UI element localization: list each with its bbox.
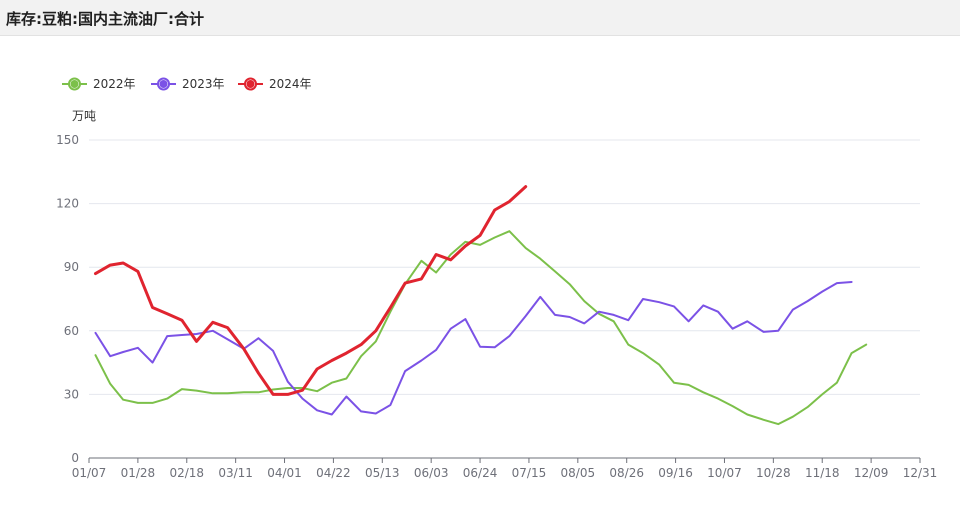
x-tick-label: 06/03 — [414, 466, 449, 480]
gridlines — [89, 139, 920, 395]
legend-label: 2024年 — [269, 77, 312, 91]
y-tick-label: 150 — [56, 133, 79, 147]
y-tick-label: 30 — [64, 387, 79, 401]
y-tick-label: 0 — [71, 451, 79, 465]
x-tick-label: 06/24 — [463, 466, 498, 480]
chart-header: 库存:豆粕:国内主流油厂:合计 — [0, 0, 960, 36]
x-tick-label: 11/18 — [805, 466, 840, 480]
legend-item-0[interactable]: 2022年 — [62, 77, 136, 91]
legend-dot — [70, 80, 79, 88]
x-tick-label: 01/07 — [72, 466, 107, 480]
x-tick-label: 07/15 — [512, 466, 547, 480]
legend-label: 2022年 — [93, 77, 136, 91]
x-tick-label: 02/18 — [169, 466, 204, 480]
x-axis: 01/07 01/28 02/18 03/11 04/01 04/22 05/13 06/03… — [72, 457, 938, 480]
x-tick-label: 04/22 — [316, 466, 351, 480]
x-tick-label: 12/09 — [854, 466, 889, 480]
x-tick-label: 09/16 — [658, 466, 693, 480]
legend-item-1[interactable]: 2023年 — [151, 77, 225, 91]
legend-dot — [246, 80, 255, 88]
x-tick-label: 05/13 — [365, 466, 400, 480]
legend-label: 2023年 — [182, 77, 225, 91]
y-tick-label: 120 — [56, 197, 79, 211]
legend-item-2[interactable]: 2024年 — [238, 77, 312, 91]
series-line-0[interactable] — [94, 230, 868, 426]
chart-title: 库存:豆粕:国内主流油厂:合计 — [6, 10, 204, 28]
x-tick-label: 04/01 — [267, 466, 302, 480]
x-tick-label: 10/28 — [756, 466, 791, 480]
x-tick-label: 08/26 — [609, 466, 644, 480]
series-line-1[interactable] — [94, 281, 853, 416]
x-tick-label: 12/31 — [903, 466, 938, 480]
series-line-2[interactable] — [94, 185, 528, 396]
legend[interactable]: 2022年 2023年 2024年 — [62, 77, 312, 91]
y-tick-label: 60 — [64, 324, 79, 338]
x-tick-label: 03/11 — [218, 466, 253, 480]
x-tick-label: 01/28 — [121, 466, 156, 480]
x-tick-label: 10/07 — [707, 466, 742, 480]
y-tick-label: 90 — [64, 260, 79, 274]
legend-dot — [159, 80, 168, 88]
series-lines — [94, 185, 868, 426]
y-axis-unit-label: 万吨 — [72, 109, 96, 123]
x-tick-label: 08/05 — [561, 466, 596, 480]
y-axis-ticks: 0 30 60 90 120 150 — [56, 133, 79, 465]
